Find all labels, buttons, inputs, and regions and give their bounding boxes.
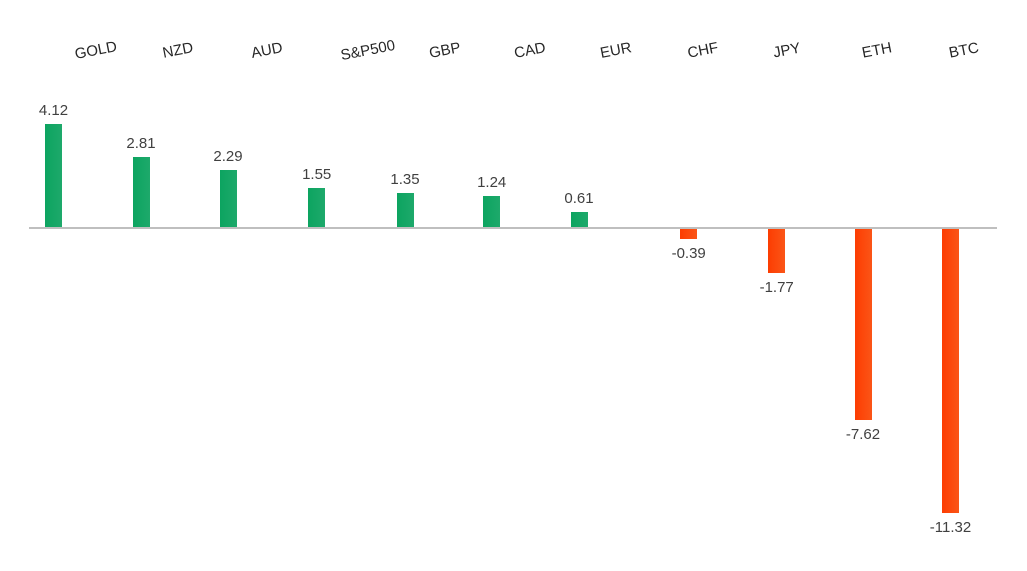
value-label-CAD: 1.24: [477, 173, 507, 191]
x-axis-baseline: [29, 227, 997, 229]
value-label-NZD: 2.81: [126, 134, 156, 152]
value-label-CHF: -0.39: [671, 244, 706, 262]
bar-AUD: [219, 169, 237, 227]
bar-NZD: [132, 156, 150, 227]
value-label-BTC: -11.32: [929, 518, 972, 536]
bar-BTC: [942, 229, 959, 513]
bar-JPY: [768, 229, 786, 274]
bar-CHF: [680, 229, 698, 239]
value-label-GBP: 1.35: [390, 171, 420, 189]
value-label-AUD: 2.29: [213, 147, 243, 165]
value-label-ETH: -7.62: [845, 425, 881, 443]
value-label-JPY: -1.77: [759, 279, 794, 297]
bar-S&P500: [308, 188, 326, 227]
bar-EUR: [570, 211, 588, 227]
value-label-EUR: 0.61: [564, 189, 594, 207]
bar-GBP: [396, 193, 414, 227]
value-label-S&P500: 1.55: [302, 166, 332, 184]
bar-CAD: [483, 195, 501, 227]
bar-GOLD: [45, 123, 62, 227]
bar-ETH: [854, 229, 872, 420]
value-label-GOLD: 4.12: [38, 101, 69, 119]
